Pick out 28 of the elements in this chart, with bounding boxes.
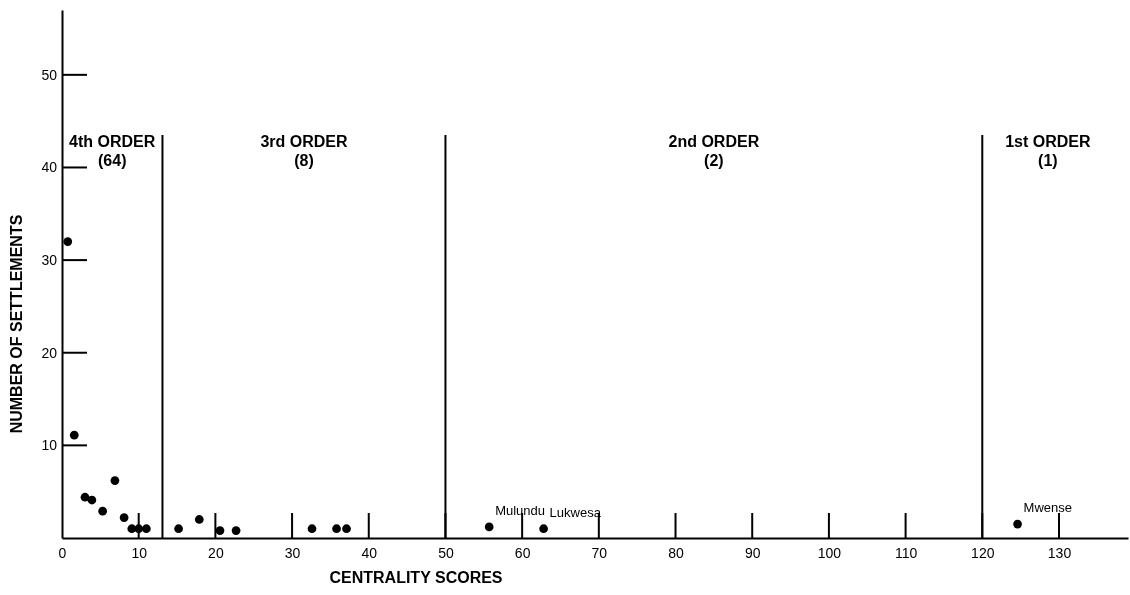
x-tick-label: 100 (817, 544, 842, 561)
annotation: 3rd ORDER (8) (260, 133, 348, 170)
y-tick-label: 50 (41, 66, 58, 83)
annotation: Mwense (1023, 500, 1072, 516)
annotation: Lukwesa (549, 504, 602, 520)
x-tick-label: 70 (591, 544, 608, 561)
x-axis-title: CENTRALITY SCORES (329, 569, 503, 586)
x-tick-label: 0 (58, 544, 67, 561)
x-tick-label: 110 (894, 544, 918, 561)
x-tick-label: 30 (284, 544, 301, 561)
annotation: 4th ORDER (64) (69, 133, 156, 170)
y-axis-title: NUMBER OF SETTLEMENTS (8, 214, 25, 434)
x-tick-label: 60 (514, 544, 531, 561)
x-tick-label: 130 (1047, 544, 1072, 561)
y-tick-label: 10 (41, 437, 58, 454)
y-tick-label: 30 (41, 252, 58, 269)
annotation: Mulundu (495, 502, 546, 518)
x-tick-label: 90 (744, 544, 761, 561)
annotation: 1st ORDER (1) (1005, 133, 1091, 170)
x-tick-label: 10 (131, 544, 148, 561)
annotation: 2nd ORDER (2) (668, 133, 760, 170)
y-tick-label: 20 (41, 344, 58, 361)
y-tick-label: 40 (41, 159, 58, 176)
x-tick-label: 120 (971, 544, 995, 561)
x-tick-label: 80 (668, 544, 685, 561)
x-tick-label: 40 (361, 544, 378, 561)
x-tick-label: 20 (208, 544, 224, 561)
x-tick-label: 50 (438, 544, 454, 561)
